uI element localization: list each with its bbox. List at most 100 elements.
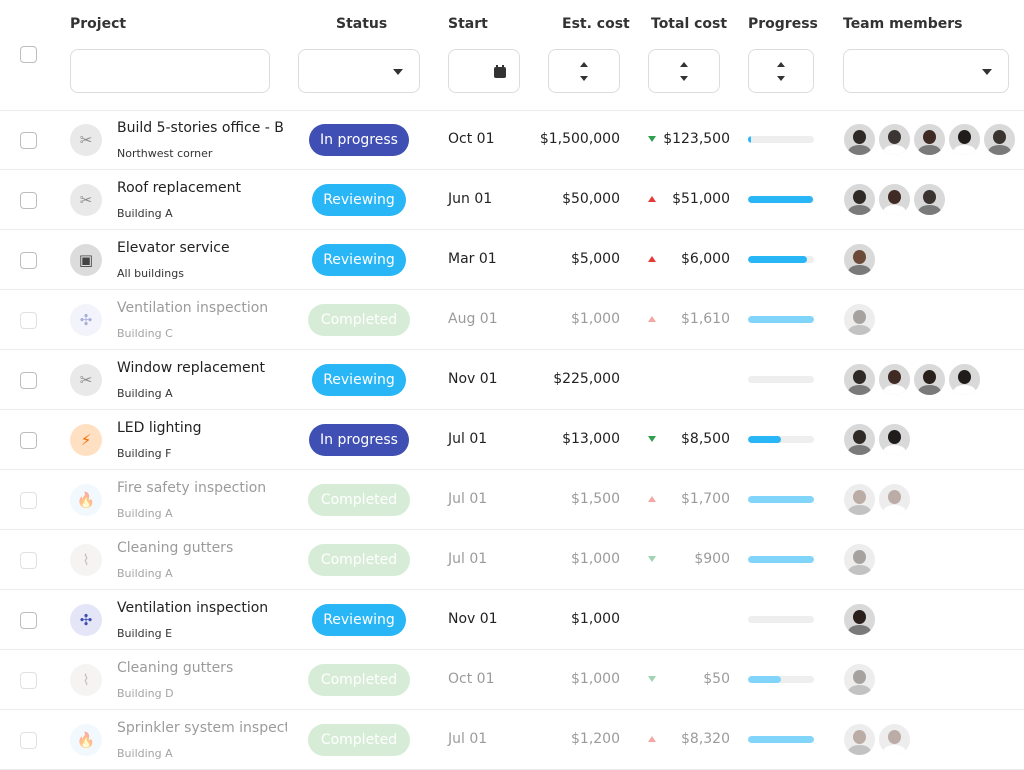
status-badge[interactable]: Completed: [308, 484, 410, 516]
project-name[interactable]: Sprinkler system inspect: [117, 720, 287, 736]
avatar[interactable]: [843, 423, 876, 456]
est-cost: $1,000: [571, 311, 620, 327]
broom-icon: ⌇: [70, 664, 102, 696]
progress-fill: [748, 316, 814, 323]
table-row[interactable]: ✣ Ventilation inspection Building E Revi…: [0, 590, 1024, 650]
project-name[interactable]: Window replacement: [117, 360, 265, 376]
header-start[interactable]: Start: [448, 16, 488, 32]
header-total-cost[interactable]: Total cost: [651, 16, 728, 32]
avatar[interactable]: [843, 603, 876, 636]
project-name[interactable]: Ventilation inspection: [117, 300, 269, 316]
total-cost: $900: [694, 551, 730, 567]
row-checkbox[interactable]: [20, 132, 37, 149]
avatar[interactable]: [843, 123, 876, 156]
avatar[interactable]: [948, 123, 981, 156]
avatar[interactable]: [878, 123, 911, 156]
table-row[interactable]: ⚡ LED lighting Building F In progress Ju…: [0, 410, 1024, 470]
project-name[interactable]: Ventilation inspection: [117, 600, 269, 616]
avatar[interactable]: [843, 723, 876, 756]
total-cost-filter-stepper[interactable]: [648, 49, 720, 93]
avatar[interactable]: [878, 423, 911, 456]
project-location: Building D: [117, 687, 174, 700]
avatar[interactable]: [843, 243, 876, 276]
progress-filter-stepper[interactable]: [748, 49, 814, 93]
project-filter-input[interactable]: [70, 49, 270, 93]
project-name[interactable]: Roof replacement: [117, 180, 241, 196]
avatar[interactable]: [843, 303, 876, 336]
avatar[interactable]: [878, 363, 911, 396]
stepper-up-icon: [777, 62, 785, 67]
status-badge[interactable]: Reviewing: [312, 604, 406, 636]
table-row[interactable]: 🔥 Sprinkler system inspect Building A Co…: [0, 710, 1024, 770]
status-badge[interactable]: In progress: [309, 424, 409, 456]
row-checkbox[interactable]: [20, 612, 37, 629]
project-name[interactable]: Cleaning gutters: [117, 540, 234, 556]
select-all-checkbox[interactable]: [20, 46, 37, 63]
project-name[interactable]: Fire safety inspection: [117, 480, 267, 496]
row-checkbox[interactable]: [20, 552, 37, 569]
table-row[interactable]: ✣ Ventilation inspection Building C Comp…: [0, 290, 1024, 350]
table-row[interactable]: ⌇ Cleaning gutters Building D Completed …: [0, 650, 1024, 710]
table-row[interactable]: ⌇ Cleaning gutters Building A Completed …: [0, 530, 1024, 590]
total-cost: $123,500: [663, 131, 730, 147]
project-name[interactable]: Build 5-stories office - B: [117, 120, 284, 136]
est-cost: $1,200: [571, 731, 620, 747]
start-date-filter[interactable]: [448, 49, 520, 93]
table-row[interactable]: ✂ Build 5-stories office - B Northwest c…: [0, 110, 1024, 170]
avatar[interactable]: [843, 183, 876, 216]
stepper-up-icon: [680, 62, 688, 67]
start-date: Oct 01: [448, 131, 495, 147]
table-row[interactable]: 🔥 Fire safety inspection Building A Comp…: [0, 470, 1024, 530]
header-team-members[interactable]: Team members: [843, 16, 963, 32]
status-badge[interactable]: Completed: [308, 544, 410, 576]
row-checkbox[interactable]: [20, 252, 37, 269]
status-badge[interactable]: Reviewing: [312, 244, 406, 276]
header-project[interactable]: Project: [70, 16, 127, 32]
status-badge[interactable]: Reviewing: [312, 364, 406, 396]
row-checkbox[interactable]: [20, 732, 37, 749]
avatar[interactable]: [878, 723, 911, 756]
table-row[interactable]: ▣ Elevator service All buildings Reviewi…: [0, 230, 1024, 290]
avatar[interactable]: [913, 123, 946, 156]
row-checkbox[interactable]: [20, 432, 37, 449]
status-filter-select[interactable]: [298, 49, 420, 93]
avatar[interactable]: [843, 483, 876, 516]
project-name[interactable]: Cleaning gutters: [117, 660, 234, 676]
avatar[interactable]: [913, 183, 946, 216]
row-checkbox[interactable]: [20, 372, 37, 389]
avatar[interactable]: [983, 123, 1016, 156]
status-badge[interactable]: Reviewing: [312, 184, 406, 216]
row-checkbox[interactable]: [20, 312, 37, 329]
project-name[interactable]: LED lighting: [117, 420, 202, 436]
avatar[interactable]: [878, 483, 911, 516]
broom-icon: ⌇: [70, 544, 102, 576]
status-badge[interactable]: Completed: [308, 304, 410, 336]
row-checkbox[interactable]: [20, 672, 37, 689]
row-checkbox[interactable]: [20, 492, 37, 509]
avatar[interactable]: [843, 543, 876, 576]
progress-fill: [748, 556, 814, 563]
project-location: Building A: [117, 387, 173, 400]
status-badge[interactable]: Completed: [308, 664, 410, 696]
progress-bar: [748, 196, 814, 203]
avatar[interactable]: [843, 363, 876, 396]
project-name[interactable]: Elevator service: [117, 240, 230, 256]
header-progress[interactable]: Progress: [748, 16, 818, 32]
avatar[interactable]: [843, 663, 876, 696]
status-badge[interactable]: In progress: [309, 124, 409, 156]
est-cost-filter-stepper[interactable]: [548, 49, 620, 93]
team-members: [843, 363, 983, 397]
header-est-cost[interactable]: Est. cost: [562, 16, 630, 32]
team-filter-select[interactable]: [843, 49, 1009, 93]
avatar[interactable]: [948, 363, 981, 396]
row-checkbox[interactable]: [20, 192, 37, 209]
avatar[interactable]: [913, 363, 946, 396]
team-members: [843, 543, 878, 577]
table-row[interactable]: ✂ Window replacement Building A Reviewin…: [0, 350, 1024, 410]
status-badge[interactable]: Completed: [308, 724, 410, 756]
table-row[interactable]: ✂ Roof replacement Building A Reviewing …: [0, 170, 1024, 230]
start-date: Jun 01: [448, 191, 493, 207]
header-status[interactable]: Status: [336, 16, 388, 32]
est-cost: $1,000: [571, 551, 620, 567]
avatar[interactable]: [878, 183, 911, 216]
